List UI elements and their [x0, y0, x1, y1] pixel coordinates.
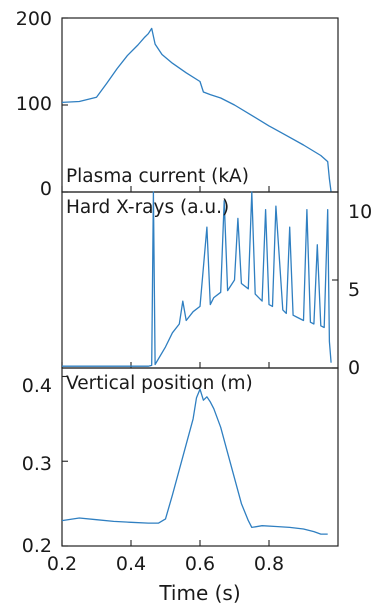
panel-vertical-position: Vertical position (m) 0.2 0.3 0.4 0.2 0.…	[22, 367, 339, 605]
hard-x-rays-trace	[62, 191, 332, 367]
y-tick-label-right: 0	[348, 357, 360, 379]
vertical-position-trace	[61, 388, 328, 535]
x-tick-label: 0.8	[254, 553, 284, 575]
panel-title-plasma-current: Plasma current (kA)	[66, 166, 249, 187]
y-tick-label: 100	[16, 93, 52, 115]
x-tick-label: 0.2	[47, 553, 77, 575]
y-tick-label: 200	[16, 8, 52, 30]
x-tick-label: 0.4	[116, 553, 146, 575]
y-tick-label: 0.3	[22, 453, 52, 475]
panel-hard-x-rays: Hard X-rays (a.u.) 0 5 10	[61, 191, 372, 379]
y-tick-label: 0.2	[22, 535, 52, 557]
y-tick-label-right: 5	[348, 279, 360, 301]
x-tick-label: 0.6	[185, 553, 215, 575]
axis-frame	[61, 367, 339, 547]
y-tick-label: 0	[40, 178, 52, 200]
plasma-current-trace	[61, 27, 332, 193]
panel-title-hard-x-rays: Hard X-rays (a.u.)	[66, 197, 229, 218]
panel-plasma-current: Plasma current (kA) 0 100 200	[16, 8, 339, 200]
x-axis-label: Time (s)	[158, 581, 240, 605]
y-tick-label: 0.4	[22, 375, 52, 397]
panel-title-vertical-position: Vertical position (m)	[66, 373, 253, 394]
y-tick-label-right: 10	[348, 201, 372, 223]
axis-frame	[61, 191, 339, 369]
